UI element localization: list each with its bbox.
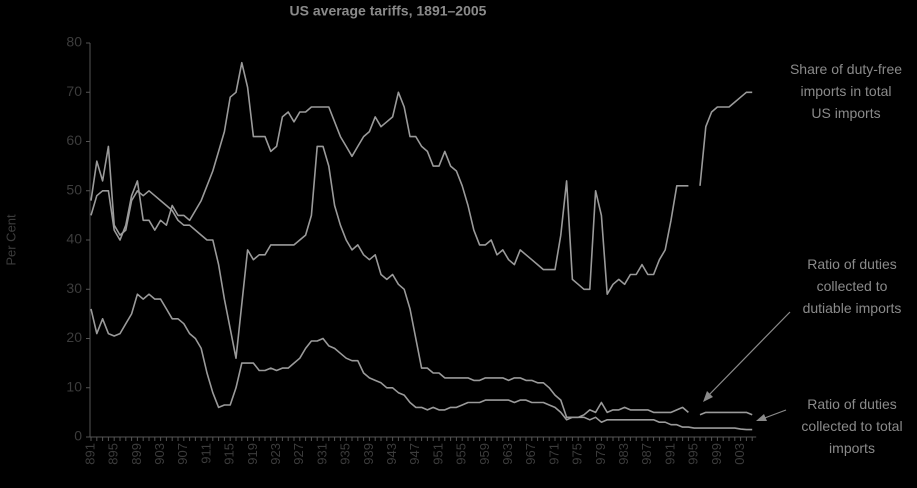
x-tick-label: 971 <box>546 443 561 465</box>
x-tick-label: 991 <box>662 443 677 465</box>
x-tick-label: 951 <box>430 443 445 465</box>
x-tick-label: 975 <box>570 443 585 465</box>
x-tick-label: 979 <box>593 443 608 465</box>
y-tick-label: 40 <box>66 231 82 247</box>
x-tick-label: 903 <box>152 443 167 465</box>
x-tick-label: 003 <box>732 443 747 465</box>
y-tick-label: 10 <box>66 378 82 394</box>
x-tick-label: 987 <box>639 443 654 465</box>
y-axis-label: Per Cent <box>3 214 18 266</box>
x-tick-label: 943 <box>384 443 399 465</box>
x-tick-label: 939 <box>361 443 376 465</box>
x-tick-label: 999 <box>709 443 724 465</box>
series-label: Ratio of duties collected to total imports <box>801 396 902 456</box>
x-tick-label: 967 <box>523 443 538 465</box>
series-label: Share of duty-free imports in total US imp… <box>790 61 902 121</box>
x-tick-label: 995 <box>686 443 701 465</box>
x-tick-label: 891 <box>82 443 97 465</box>
y-tick-label: 80 <box>66 34 82 50</box>
x-tick-label: 963 <box>500 443 515 465</box>
x-tick-label: 919 <box>245 443 260 465</box>
x-tick-label: 983 <box>616 443 631 465</box>
series-line <box>90 61 753 295</box>
x-tick-label: 915 <box>222 443 237 465</box>
y-tick-label: 20 <box>66 329 82 345</box>
x-tick-label: 931 <box>314 443 329 465</box>
x-tick-label: 911 <box>198 443 213 464</box>
x-tick-label: 935 <box>338 443 353 465</box>
x-tick-label: 959 <box>477 443 492 465</box>
annotation-arrow <box>705 311 791 399</box>
annotation-arrow <box>761 409 787 420</box>
y-tick-label: 30 <box>66 280 82 296</box>
y-tick-label: 0 <box>74 428 82 444</box>
x-tick-label: 895 <box>106 443 121 465</box>
series-label: Ratio of duties collected to dutiable impo… <box>803 256 902 316</box>
x-tick-label: 923 <box>268 443 283 465</box>
y-tick-label: 60 <box>66 132 82 148</box>
arrow-head <box>703 391 713 402</box>
y-tick-label: 50 <box>66 181 82 197</box>
x-tick-label: 947 <box>407 443 422 465</box>
x-tick-label: 927 <box>291 443 306 465</box>
series-line <box>90 293 753 431</box>
series-line <box>90 145 753 419</box>
chart-title: US average tariffs, 1891–2005 <box>290 3 487 19</box>
x-tick-label: 907 <box>175 443 190 465</box>
x-tick-label: 899 <box>129 443 144 465</box>
x-tick-label: 955 <box>454 443 469 465</box>
y-tick-label: 70 <box>66 83 82 99</box>
arrow-head <box>756 414 767 421</box>
